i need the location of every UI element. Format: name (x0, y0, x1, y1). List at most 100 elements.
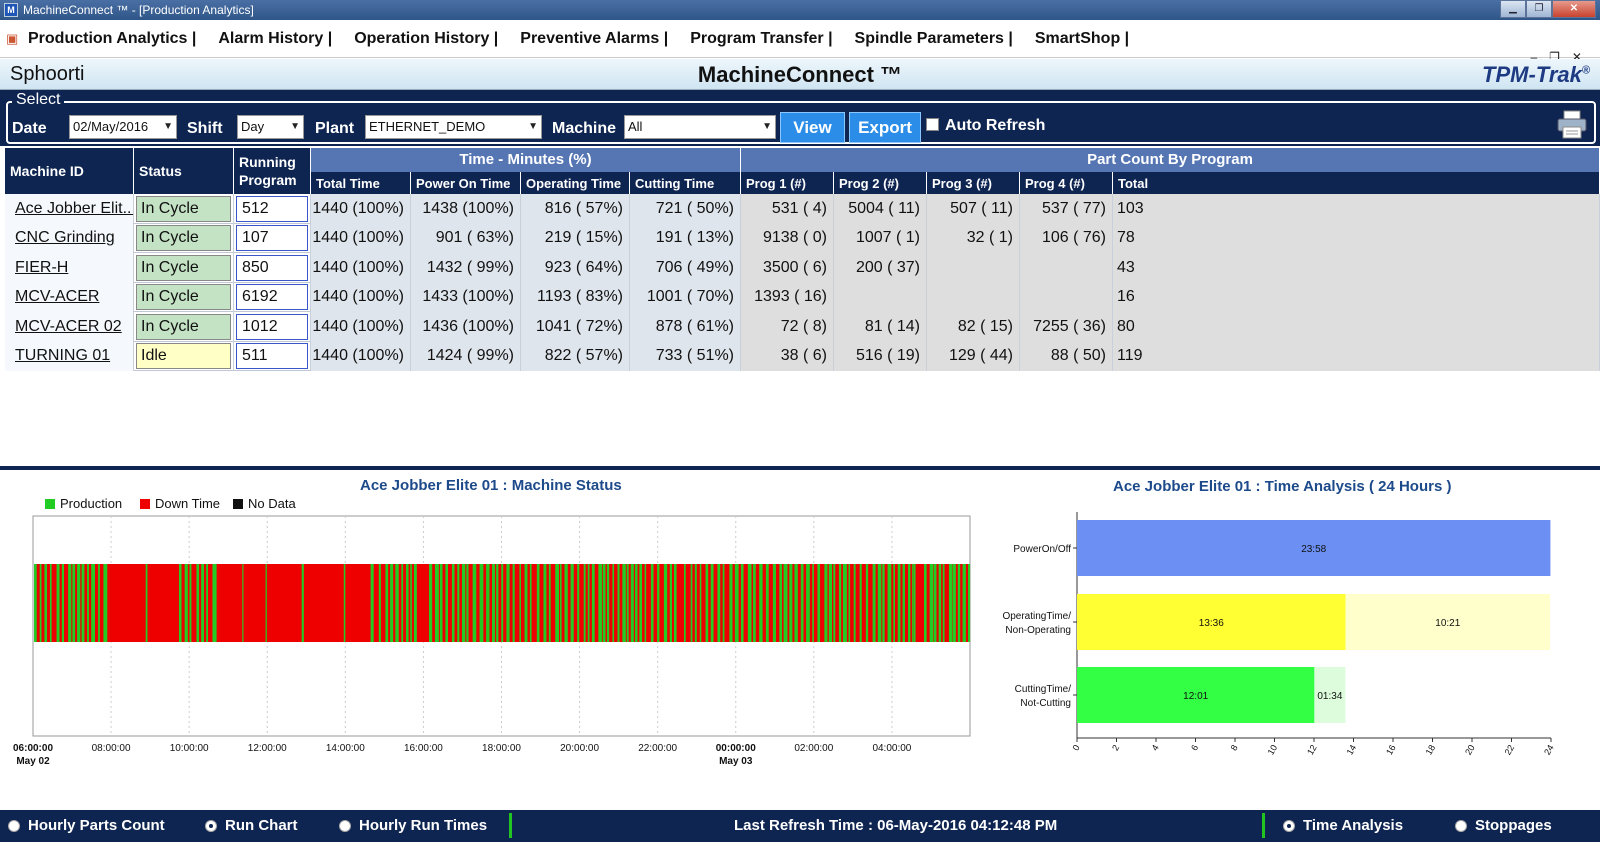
radio-selected-icon[interactable] (205, 819, 217, 832)
production-segment (729, 564, 733, 642)
category-label: OperatingTime/ (1002, 611, 1071, 622)
production-segment (806, 564, 810, 642)
maximize-icon[interactable]: ❐ (1526, 0, 1552, 18)
machine-id-link[interactable]: FIER-H (5, 252, 134, 283)
production-segment (924, 564, 927, 642)
production-segment (385, 564, 389, 642)
cutting-time-cell: 1001 ( 70%) (630, 282, 741, 313)
x-tick-label: 04:00:00 (872, 743, 911, 754)
col-operating-time[interactable]: Operating Time (521, 172, 630, 194)
operating-time-cell: 822 ( 57%) (521, 341, 630, 371)
col-total[interactable]: Total (1113, 172, 1600, 194)
table-row[interactable]: MCV-ACER In Cycle 6192 1440 (100%) 1433 (100… (5, 282, 1600, 313)
production-segment (492, 564, 495, 642)
production-segment (705, 564, 709, 642)
panel-splitter[interactable] (0, 466, 1600, 470)
date-picker[interactable]: 02/May/2016 ▼ (69, 115, 177, 139)
col-power-on-time[interactable]: Power On Time (411, 172, 521, 194)
view-button[interactable]: View (780, 112, 845, 143)
col-prog4[interactable]: Prog 4 (#) (1020, 172, 1113, 194)
menu-program-transfer[interactable]: Program Transfer | (690, 29, 833, 47)
printer-icon[interactable] (1556, 110, 1588, 140)
option-run-chart[interactable]: Run Chart (205, 817, 298, 834)
menu-alarm-history[interactable]: Alarm History | (218, 29, 333, 47)
table-row[interactable]: MCV-ACER 02 In Cycle 1012 1440 (100%) 1436 (… (5, 311, 1600, 342)
production-segment (39, 564, 42, 642)
machine-id-link[interactable]: TURNING 01 (5, 341, 134, 371)
menu-preventive-alarms[interactable]: Preventive Alarms | (520, 29, 669, 47)
power-on-time-cell: 1424 ( 99%) (411, 341, 521, 371)
x-tick-label: 16 (1384, 743, 1398, 757)
production-segment (617, 564, 620, 642)
option-stoppages[interactable]: Stoppages (1455, 817, 1552, 834)
category-label: PowerOn/Off (1013, 544, 1071, 555)
table-row[interactable]: CNC Grinding In Cycle 107 1440 (100%) 901 ( … (5, 223, 1600, 254)
total-cell: 78 (1113, 223, 1600, 254)
prog1-cell: 72 ( 8) (741, 311, 834, 342)
production-segment (372, 564, 374, 642)
menu-production-analytics[interactable]: Production Analytics | (28, 29, 197, 47)
menu-spindle-parameters[interactable]: Spindle Parameters | (854, 29, 1013, 47)
machine-id-link[interactable]: CNC Grinding (5, 223, 134, 254)
production-segment (747, 564, 752, 642)
col-prog3[interactable]: Prog 3 (#) (927, 172, 1020, 194)
machine-label: Machine (552, 120, 617, 137)
prog4-cell (1020, 282, 1113, 313)
option-hourly-parts-count[interactable]: Hourly Parts Count (8, 817, 165, 834)
chevron-down-icon: ▼ (290, 121, 300, 132)
machine-id-link[interactable]: MCV-ACER 02 (5, 311, 134, 342)
running-program-cell: 6192 (234, 282, 311, 313)
production-segment (635, 564, 638, 642)
plant-select[interactable]: ETHERNET_DEMO ▼ (365, 115, 542, 139)
status-badge: In Cycle (136, 196, 231, 222)
machine-id-link[interactable]: Ace Jobber Elit... (5, 194, 134, 224)
x-tick-label: 8 (1229, 743, 1240, 752)
radio-icon[interactable] (1455, 819, 1467, 832)
col-running-program[interactable]: Running Program (234, 148, 311, 194)
menu-smartshop[interactable]: SmartShop | (1034, 29, 1130, 47)
production-segment (669, 564, 672, 642)
production-segment (501, 564, 504, 642)
minimize-icon[interactable]: ▁ (1500, 0, 1526, 18)
production-segment (789, 564, 793, 642)
close-icon[interactable]: ✕ (1552, 0, 1596, 18)
production-segment (853, 564, 856, 642)
operating-time-cell: 816 ( 57%) (521, 194, 630, 224)
x-tick-label: 08:00:00 (92, 743, 131, 754)
production-segment (942, 564, 945, 642)
date-label: May 03 (719, 756, 753, 767)
col-status[interactable]: Status (134, 148, 234, 194)
shift-select[interactable]: Day ▼ (237, 115, 304, 139)
production-segment (877, 564, 882, 642)
col-cutting-time[interactable]: Cutting Time (630, 172, 741, 194)
export-button[interactable]: Export (849, 112, 921, 143)
table-row[interactable]: TURNING 01 Idle 511 1440 (100%) 1424 ( 99%) 8… (5, 341, 1600, 371)
x-tick-label: 22:00:00 (638, 743, 677, 754)
table-row[interactable]: Ace Jobber Elit... In Cycle 512 1440 (100%)… (5, 194, 1600, 224)
machine-id-link[interactable]: MCV-ACER (5, 282, 134, 313)
production-segment (783, 564, 788, 642)
auto-refresh-label: Auto Refresh (945, 117, 1046, 134)
x-tick-label: 0 (1071, 743, 1082, 752)
plant-label: Plant (315, 120, 355, 137)
total-time-cell: 1440 (100%) (311, 282, 411, 313)
part-count-group-header: Part Count By Program (741, 148, 1600, 172)
x-tick-label: 20:00:00 (560, 743, 599, 754)
option-hourly-run-times[interactable]: Hourly Run Times (339, 817, 487, 834)
bar-value-label: 23:58 (1301, 544, 1326, 555)
machine-select[interactable]: All ▼ (624, 115, 776, 139)
option-time-analysis[interactable]: Time Analysis (1283, 817, 1403, 834)
menu-operation-history[interactable]: Operation History | (354, 29, 499, 47)
production-segment (445, 564, 448, 642)
auto-refresh-checkbox[interactable] (926, 118, 939, 131)
radio-icon[interactable] (339, 819, 351, 832)
prog1-cell: 1393 ( 16) (741, 282, 834, 313)
col-machine-id[interactable]: Machine ID (5, 148, 134, 194)
col-total-time[interactable]: Total Time (311, 172, 411, 194)
radio-selected-icon[interactable] (1283, 819, 1295, 832)
table-row[interactable]: FIER-H In Cycle 850 1440 (100%) 1432 ( 99%) 9… (5, 252, 1600, 283)
program-field: 1012 (236, 313, 308, 340)
radio-icon[interactable] (8, 819, 20, 832)
col-prog2[interactable]: Prog 2 (#) (834, 172, 927, 194)
col-prog1[interactable]: Prog 1 (#) (741, 172, 834, 194)
